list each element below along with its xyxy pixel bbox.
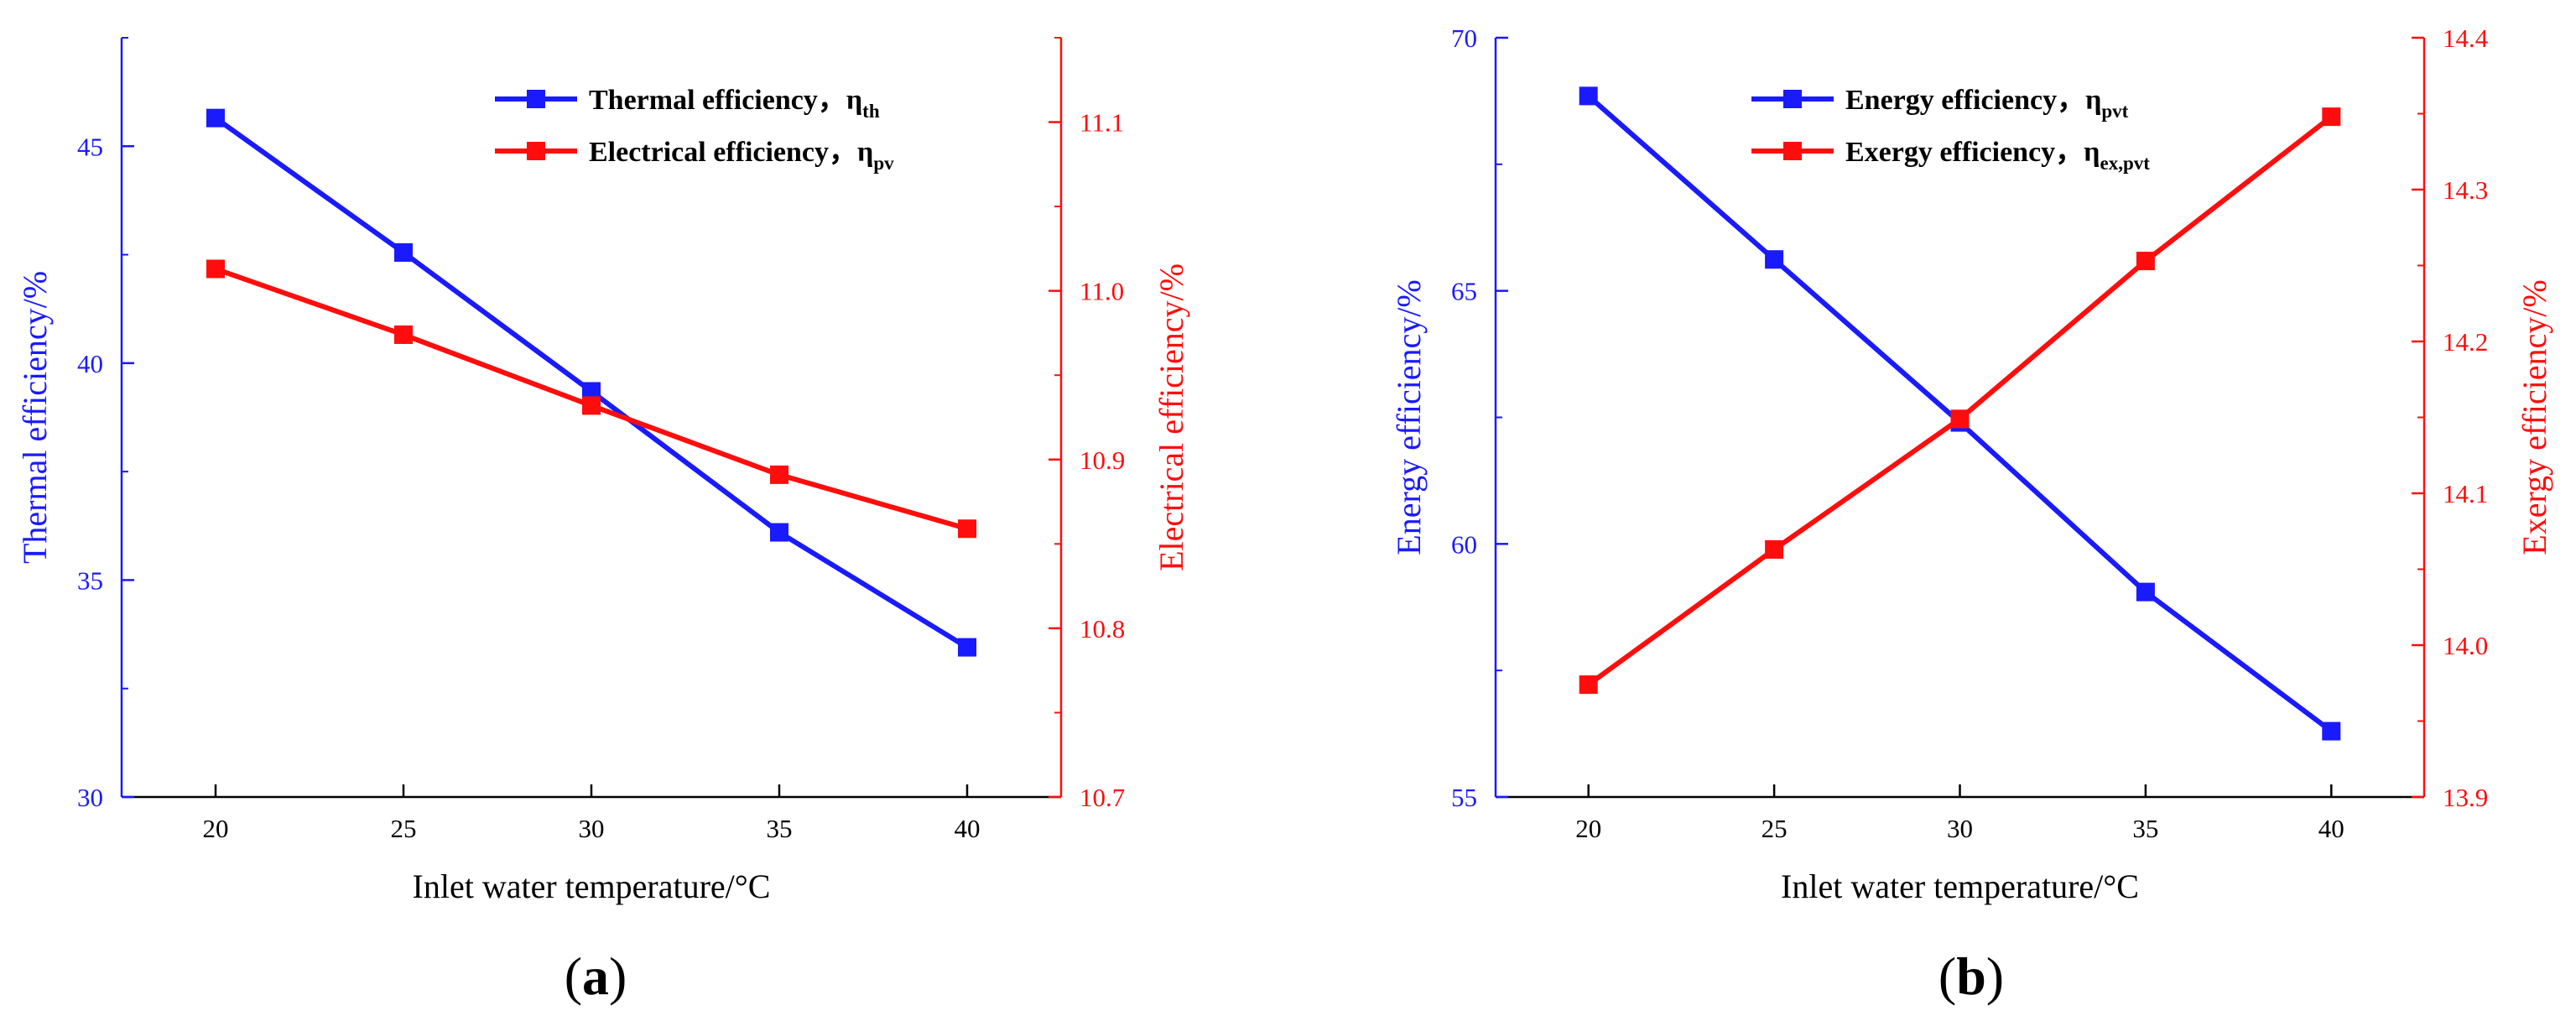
series-marker-right: [2136, 252, 2155, 271]
left-tick-label: 55: [1451, 783, 1477, 812]
right-tick-label: 14.1: [2443, 479, 2488, 508]
x-tick-label: 35: [2132, 814, 2158, 843]
left-tick-label: 65: [1451, 277, 1477, 306]
legend-label: Thermal efficiency，ηth: [589, 85, 880, 122]
legend-swatch-marker: [1783, 142, 1802, 160]
x-tick-label: 30: [579, 814, 605, 843]
series-marker-right: [1950, 409, 1970, 429]
series-marker-right: [1765, 539, 1784, 559]
left-axis-title: Energy efficiency/%: [1390, 279, 1428, 555]
legend-swatch-marker: [1783, 90, 1802, 108]
legend-label: Exergy efficiency，ηex,pvt: [1845, 137, 2150, 174]
left-tick-label: 35: [77, 565, 103, 595]
left-tick-label: 30: [77, 783, 103, 812]
series-marker-left: [582, 382, 601, 401]
series-line-right: [1586, 114, 2334, 687]
left-tick-label: 40: [77, 349, 103, 378]
series-marker-right: [958, 519, 976, 539]
panel-b: 20 25 30 35 40 55 60 65 70 13.9 14.0 14.1 14.2 14.3 14…: [1390, 23, 2553, 1006]
legend-swatch-marker: [527, 142, 545, 160]
series-marker-left: [958, 638, 976, 657]
right-tick-label: 11.0: [1080, 277, 1124, 306]
x-tick-label: 20: [203, 814, 229, 843]
legend-label: Electrical efficiency，ηpv: [589, 137, 894, 174]
series-marker-left: [394, 242, 413, 262]
series-marker-left: [1579, 86, 1598, 106]
x-tick-label: 25: [391, 814, 417, 843]
series-marker-left: [2322, 721, 2341, 741]
left-tick-label: 60: [1451, 529, 1477, 559]
right-axis-title: Electrical efficiency/%: [1153, 263, 1190, 571]
legend-label: Energy efficiency，ηpvt: [1845, 85, 2129, 122]
x-tick-label: 35: [767, 814, 793, 843]
series-marker-right: [770, 465, 788, 484]
series-marker-left: [1765, 250, 1784, 269]
right-tick-label: 10.8: [1080, 614, 1125, 643]
series-marker-right: [1579, 675, 1598, 695]
x-tick-label: 20: [1575, 814, 1601, 843]
right-tick-label: 13.9: [2443, 783, 2488, 812]
x-tick-label: 25: [1762, 814, 1788, 843]
panel-a: 20 25 30 35 40 30 35 40 45 10.7 10.8 10.9 11.0 11.1 In…: [16, 37, 1190, 1006]
left-tick-label: 45: [77, 132, 103, 161]
left-axis-title: Thermal efficiency/%: [16, 271, 54, 564]
legend-swatch-marker: [527, 90, 545, 108]
x-tick-label: 40: [2318, 814, 2344, 843]
right-tick-label: 10.7: [1080, 783, 1125, 812]
right-tick-label: 14.2: [2443, 327, 2488, 357]
series-marker-right: [394, 325, 413, 344]
series-marker-left: [206, 108, 225, 128]
series-marker-right: [2322, 107, 2341, 127]
series-marker-right: [206, 259, 225, 279]
right-tick-label: 14.3: [2443, 175, 2488, 205]
x-axis-title: Inlet water temperature/°C: [413, 867, 771, 905]
series-marker-right: [582, 396, 601, 415]
panel-label: (a): [565, 946, 627, 1006]
right-tick-label: 14.4: [2443, 23, 2489, 53]
right-axis-title: Exergy efficiency/%: [2516, 279, 2553, 555]
series-marker-left: [2136, 582, 2155, 602]
series-marker-left: [770, 523, 788, 542]
right-tick-label: 10.9: [1080, 445, 1125, 475]
x-tick-label: 30: [1947, 814, 1973, 843]
x-axis-title: Inlet water temperature/°C: [1781, 867, 2139, 905]
left-tick-label: 70: [1451, 23, 1477, 53]
right-tick-label: 14.0: [2443, 631, 2488, 660]
right-tick-label: 11.1: [1080, 108, 1124, 138]
x-tick-label: 40: [955, 814, 981, 843]
panel-label: (b): [1939, 946, 2004, 1006]
